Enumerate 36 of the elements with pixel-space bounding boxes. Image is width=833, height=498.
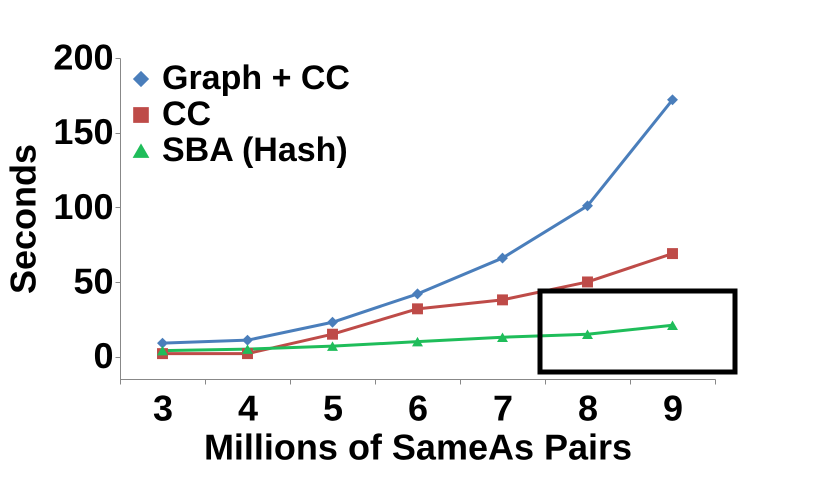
x-tick-label: 6 xyxy=(408,388,428,428)
y-tick-label: 0 xyxy=(93,335,114,376)
point xyxy=(497,294,508,306)
x-tick-label: 5 xyxy=(322,388,344,428)
point xyxy=(242,344,253,354)
point xyxy=(412,336,423,346)
y-tick-label: 50 xyxy=(73,260,114,302)
point xyxy=(582,200,593,212)
point xyxy=(667,248,678,260)
legend-label: Graph + CC xyxy=(162,59,350,97)
point xyxy=(497,252,508,264)
point xyxy=(327,316,338,328)
x-tick-label: 4 xyxy=(238,388,258,428)
point xyxy=(582,276,593,288)
legend-label: SBA (Hash) xyxy=(162,131,348,169)
point xyxy=(242,334,253,346)
point xyxy=(667,320,678,330)
point xyxy=(582,329,593,339)
x-tick-label: 7 xyxy=(492,388,514,428)
x-tick-label: 3 xyxy=(152,388,174,428)
point xyxy=(412,303,423,314)
point xyxy=(497,332,508,342)
x-tick-label: 8 xyxy=(578,388,598,428)
x-axis-title: Millions of SameAs Pairs xyxy=(204,426,632,468)
y-tick-label: 150 xyxy=(53,111,114,152)
point xyxy=(327,341,338,351)
point xyxy=(157,346,168,356)
point xyxy=(157,338,168,349)
point xyxy=(412,288,423,300)
x-tick-label: 9 xyxy=(662,388,684,428)
y-tick-label: 100 xyxy=(53,186,114,227)
y-axis-title: Seconds xyxy=(2,144,44,294)
point xyxy=(327,328,338,340)
legend-label: CC xyxy=(162,95,212,133)
point xyxy=(667,94,678,106)
y-tick-label: 200 xyxy=(53,36,114,78)
